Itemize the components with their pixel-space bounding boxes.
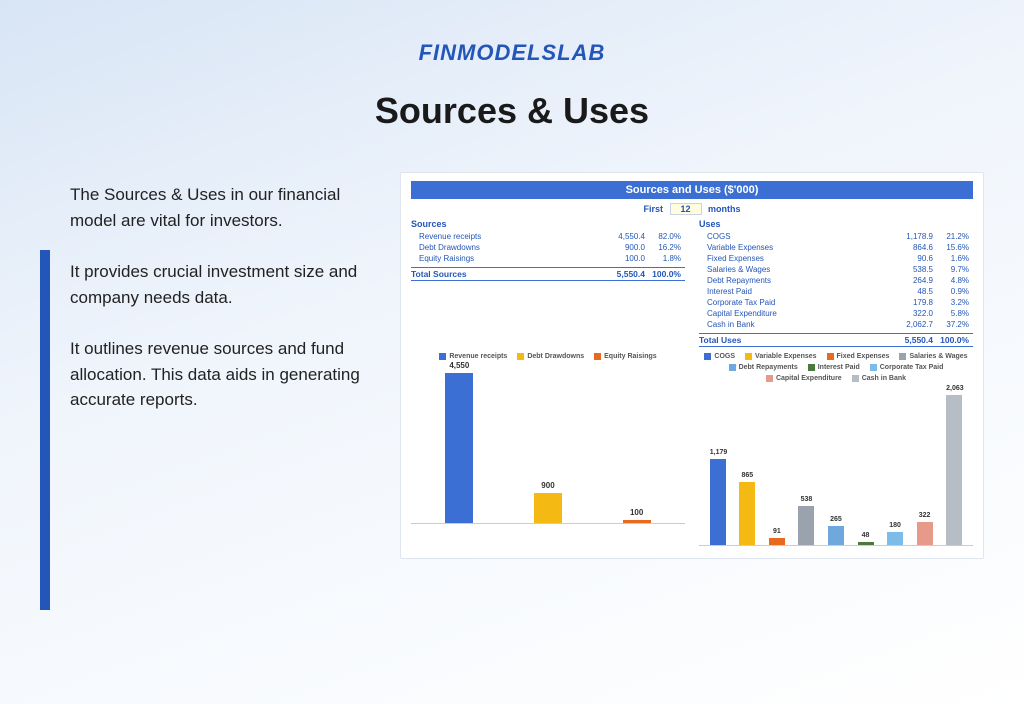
uses-bars: 1,179 865 91 538 265 48 180 322 2,063 xyxy=(699,386,973,546)
period-prefix: First xyxy=(643,204,663,214)
bar: 180 xyxy=(887,532,903,545)
table-row: Debt Repayments264.94.8% xyxy=(699,275,973,286)
table-row: Revenue receipts4,550.482.0% xyxy=(411,231,685,242)
period-input[interactable]: 12 xyxy=(670,203,702,215)
legend-item: Salaries & Wages xyxy=(899,353,967,360)
legend-item: Capital Expenditure xyxy=(766,375,842,382)
legend-item: Corporate Tax Paid xyxy=(870,364,944,371)
table-row: Cash in Bank2,062.737.2% xyxy=(699,319,973,330)
period-row: First 12 months xyxy=(411,203,973,215)
bar: 48 xyxy=(858,542,874,545)
legend-item: Interest Paid xyxy=(808,364,860,371)
sources-heading: Sources xyxy=(411,219,685,229)
sources-legend: Revenue receipts Debt Drawdowns Equity Rai… xyxy=(411,353,685,360)
bar: 538 xyxy=(798,506,814,545)
content-row: The Sources & Uses in our financial mode… xyxy=(0,172,1024,559)
sources-chart: Revenue receipts Debt Drawdowns Equity Rai… xyxy=(411,353,685,546)
table-row: COGS1,178.921.2% xyxy=(699,231,973,242)
table-row: Interest Paid48.50.9% xyxy=(699,286,973,297)
total-uses-label: Total Uses xyxy=(699,335,883,345)
legend-item: Revenue receipts xyxy=(439,353,507,360)
legend-item: Fixed Expenses xyxy=(827,353,890,360)
bar: 322 xyxy=(917,522,933,545)
table-row: Corporate Tax Paid179.83.2% xyxy=(699,297,973,308)
total-sources-pct: 100.0% xyxy=(645,269,685,279)
total-sources-label: Total Sources xyxy=(411,269,595,279)
table-row: Variable Expenses864.615.6% xyxy=(699,242,973,253)
bar: 865 xyxy=(739,482,755,545)
charts-row: Revenue receipts Debt Drawdowns Equity Rai… xyxy=(411,353,973,546)
uses-legend: COGS Variable Expenses Fixed Expenses Salar… xyxy=(699,353,973,382)
total-sources-value: 5,550.4 xyxy=(595,269,645,279)
uses-table: Uses COGS1,178.921.2%Variable Expenses86… xyxy=(699,219,973,347)
para-3: It outlines revenue sources and fund all… xyxy=(70,336,380,413)
uses-chart: COGS Variable Expenses Fixed Expenses Salar… xyxy=(699,353,973,546)
uses-heading: Uses xyxy=(699,219,973,229)
bar: 265 xyxy=(828,526,844,545)
bar: 1,179 xyxy=(710,459,726,545)
tables-row: Sources Revenue receipts4,550.482.0%Debt… xyxy=(411,219,973,347)
legend-item: Variable Expenses xyxy=(745,353,816,360)
total-sources-row: Total Sources 5,550.4 100.0% xyxy=(411,267,685,281)
brand-logo: FINMODELSLAB xyxy=(0,0,1024,66)
sources-table: Sources Revenue receipts4,550.482.0%Debt… xyxy=(411,219,685,347)
legend-item: Debt Repayments xyxy=(729,364,798,371)
bar: 2,063 xyxy=(946,395,962,545)
para-1: The Sources & Uses in our financial mode… xyxy=(70,182,380,233)
total-uses-pct: 100.0% xyxy=(933,335,973,345)
accent-bar xyxy=(40,250,50,610)
bar: 4,550 xyxy=(445,373,473,523)
table-row: Equity Raisings100.01.8% xyxy=(411,253,685,264)
total-uses-value: 5,550.4 xyxy=(883,335,933,345)
table-row: Fixed Expenses90.61.6% xyxy=(699,253,973,264)
para-2: It provides crucial investment size and … xyxy=(70,259,380,310)
legend-item: Debt Drawdowns xyxy=(517,353,584,360)
table-row: Salaries & Wages538.59.7% xyxy=(699,264,973,275)
chart-header: Sources and Uses ($'000) xyxy=(411,181,973,199)
bar: 900 xyxy=(534,493,562,523)
legend-item: COGS xyxy=(704,353,735,360)
total-uses-row: Total Uses 5,550.4 100.0% xyxy=(699,333,973,347)
legend-item: Equity Raisings xyxy=(594,353,657,360)
period-suffix: months xyxy=(708,204,741,214)
bar: 100 xyxy=(623,520,651,523)
table-row: Capital Expenditure322.05.8% xyxy=(699,308,973,319)
sources-bars: 4,550 900 100 xyxy=(411,364,685,524)
chart-panel: Sources and Uses ($'000) First 12 months… xyxy=(400,172,984,559)
page-title: Sources & Uses xyxy=(0,90,1024,132)
text-column: The Sources & Uses in our financial mode… xyxy=(40,172,380,559)
bar: 91 xyxy=(769,538,785,545)
legend-item: Cash in Bank xyxy=(852,375,906,382)
table-row: Debt Drawdowns900.016.2% xyxy=(411,242,685,253)
